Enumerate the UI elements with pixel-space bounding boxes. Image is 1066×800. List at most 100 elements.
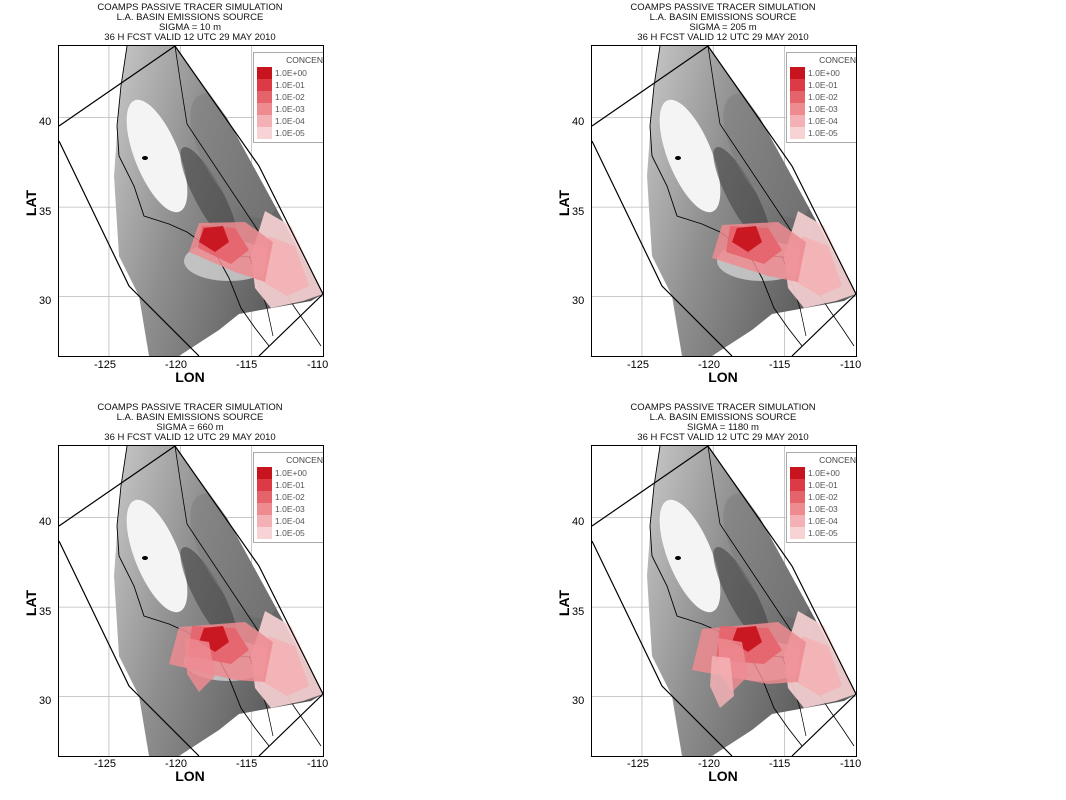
x-tick-label: -110 [840,758,862,770]
legend-swatch [790,515,805,527]
x-tick-label: -115 [236,359,258,371]
panel-title: COAMPS PASSIVE TRACER SIMULATION L.A. BA… [40,403,340,443]
legend-label: 1.0E-03 [808,504,838,514]
legend-swatch [257,491,272,503]
legend-entry: 1.0E-03 [790,503,856,515]
x-tick-label: -120 [165,758,188,770]
y-axis-label: LAT [556,589,573,617]
domain-boundary [592,140,733,356]
legend-label: 1.0E-01 [808,480,838,490]
legend-swatch [790,91,805,103]
legend-title: CONCEN [819,55,856,65]
title-line: L.A. BASIN EMISSIONS SOURCE [116,412,264,423]
legend-swatch [790,103,805,115]
x-tick-label: -125 [627,359,650,371]
x-tick-label: -120 [698,359,721,371]
y-tick-label: 30 [572,695,585,707]
x-axis-label: LON [708,768,738,784]
domain-boundary [59,446,323,756]
legend-swatch [257,527,272,539]
legend-entry: 1.0E-04 [790,115,856,127]
title-line: COAMPS PASSIVE TRACER SIMULATION [97,402,283,413]
coastline [116,446,270,747]
legend-label: 1.0E-05 [808,528,838,538]
legend-entry: 1.0E-02 [790,491,856,503]
map-canvas [59,446,323,756]
tracer-plume [169,611,323,708]
island [675,556,681,560]
title-line: 36 H FCST VALID 12 UTC 29 MAY 2010 [104,32,276,43]
legend-swatch [790,503,805,515]
panel-title: COAMPS PASSIVE TRACER SIMULATION L.A. BA… [573,3,873,43]
y-axis-label: LAT [23,589,40,617]
legend-label: 1.0E-02 [808,492,838,502]
legend-label: 1.0E-05 [808,128,838,138]
y-tick-label: 35 [39,606,52,618]
domain-boundary [592,446,856,756]
legend-label: 1.0E-03 [808,104,838,114]
legend-title: CONCEN [286,455,323,465]
x-axis-label: LON [175,768,205,784]
legend-swatch [790,67,805,79]
legend-swatch [790,115,805,127]
concentration-legend: CONCEN 1.0E+00 1.0E-01 1.0E-02 1.0E-03 1.0E-0… [786,52,856,143]
x-tick-label: -115 [769,758,791,770]
title-line: SIGMA = 1180 m [687,422,759,433]
domain-boundary [59,140,200,356]
panel-title: COAMPS PASSIVE TRACER SIMULATION L.A. BA… [573,403,873,443]
island [675,156,681,160]
legend-label: 1.0E-05 [275,128,305,138]
legend-label: 1.0E-03 [275,504,305,514]
legend-label: 1.0E+00 [275,468,307,478]
legend-label: 1.0E-04 [808,516,838,526]
y-axis-label: LAT [556,189,573,217]
y-tick-label: 30 [39,695,52,707]
island [142,156,148,160]
concentration-legend: CONCEN 1.0E+00 1.0E-01 1.0E-02 1.0E-03 1.0E-0… [786,452,856,543]
tracer-plume [189,211,323,308]
legend-entry: 1.0E+00 [257,67,323,79]
legend-entry: 1.0E-01 [257,79,323,91]
title-line: L.A. BASIN EMISSIONS SOURCE [649,412,797,423]
legend-entry: 1.0E-03 [790,103,856,115]
y-axis-label: LAT [23,189,40,217]
y-tick-label: 40 [572,516,585,528]
concentration-legend: CONCEN 1.0E+00 1.0E-01 1.0E-02 1.0E-03 1.0E-0… [253,452,323,543]
y-tick-label: 40 [572,116,585,128]
island [142,556,148,560]
y-tick-label: 35 [39,206,52,218]
legend-entry: 1.0E-01 [790,479,856,491]
tracer-plume [692,611,856,708]
legend-entry: 1.0E-05 [257,127,323,139]
legend-label: 1.0E-04 [808,116,838,126]
legend-swatch [790,479,805,491]
legend-swatch [790,467,805,479]
title-line: 36 H FCST VALID 12 UTC 29 MAY 2010 [637,432,809,443]
title-line: COAMPS PASSIVE TRACER SIMULATION [630,402,816,413]
legend-entry: 1.0E-02 [790,91,856,103]
legend-entry: 1.0E-03 [257,103,323,115]
legend-label: 1.0E-02 [275,492,305,502]
title-line: SIGMA = 10 m [158,22,222,33]
legend-entry: 1.0E-04 [790,515,856,527]
legend-entry: 1.0E-03 [257,503,323,515]
coastline [116,46,270,347]
legend-swatch [257,91,272,103]
legend-swatch [257,479,272,491]
legend-entry: 1.0E+00 [790,67,856,79]
map-plot: CONCEN 1.0E+00 1.0E-01 1.0E-02 1.0E-03 1.0E-0… [58,45,324,357]
legend-swatch [257,115,272,127]
x-tick-label: -120 [165,359,188,371]
legend-swatch [790,527,805,539]
map-canvas [592,446,856,756]
legend-swatch [790,491,805,503]
legend-label: 1.0E-01 [808,80,838,90]
domain-boundary [592,540,733,756]
legend-entry: 1.0E-04 [257,515,323,527]
legend-entry: 1.0E-01 [257,479,323,491]
legend-entry: 1.0E-02 [257,491,323,503]
map-plot: CONCEN 1.0E+00 1.0E-01 1.0E-02 1.0E-03 1.0E-0… [58,445,324,757]
map-plot: CONCEN 1.0E+00 1.0E-01 1.0E-02 1.0E-03 1.0E-0… [591,45,857,357]
legend-label: 1.0E-01 [275,480,305,490]
legend-label: 1.0E-01 [275,80,305,90]
